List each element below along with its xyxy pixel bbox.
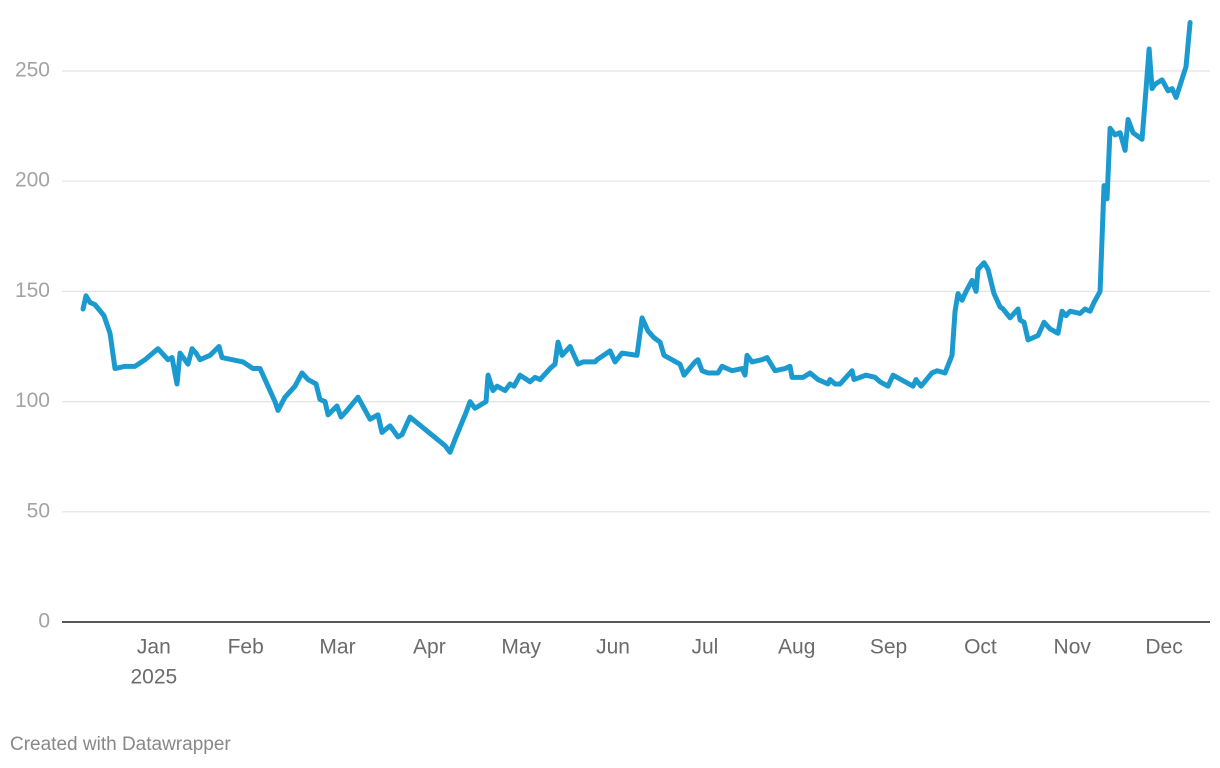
x-tick-label: Mar [319, 636, 355, 659]
x-tick-label: Dec [1145, 636, 1182, 659]
y-tick-label: 0 [38, 610, 50, 633]
line-series [80, 20, 1193, 455]
credit: Created with Datawrapper [10, 734, 231, 755]
x-tick-label: Oct [964, 636, 997, 659]
x-tick-label: Nov [1054, 636, 1092, 659]
x-tick-label: Apr [413, 636, 446, 659]
x-tick-label: Feb [228, 636, 264, 659]
x-tick-sublabel: 2025 [130, 666, 177, 689]
y-tick-label: 100 [15, 389, 50, 412]
y-tick-label: 150 [15, 279, 50, 302]
y-tick-label: 250 [15, 59, 50, 82]
x-tick-label: May [501, 636, 541, 659]
y-tick-label: 200 [15, 169, 50, 192]
y-tick-label: 50 [27, 499, 50, 522]
x-tick-label: Jan [137, 636, 171, 659]
x-tick-label: Jul [691, 636, 718, 659]
x-tick-label: Sep [870, 636, 907, 659]
x-tick-label: Jun [596, 636, 630, 659]
x-tick-label: Aug [778, 636, 815, 659]
